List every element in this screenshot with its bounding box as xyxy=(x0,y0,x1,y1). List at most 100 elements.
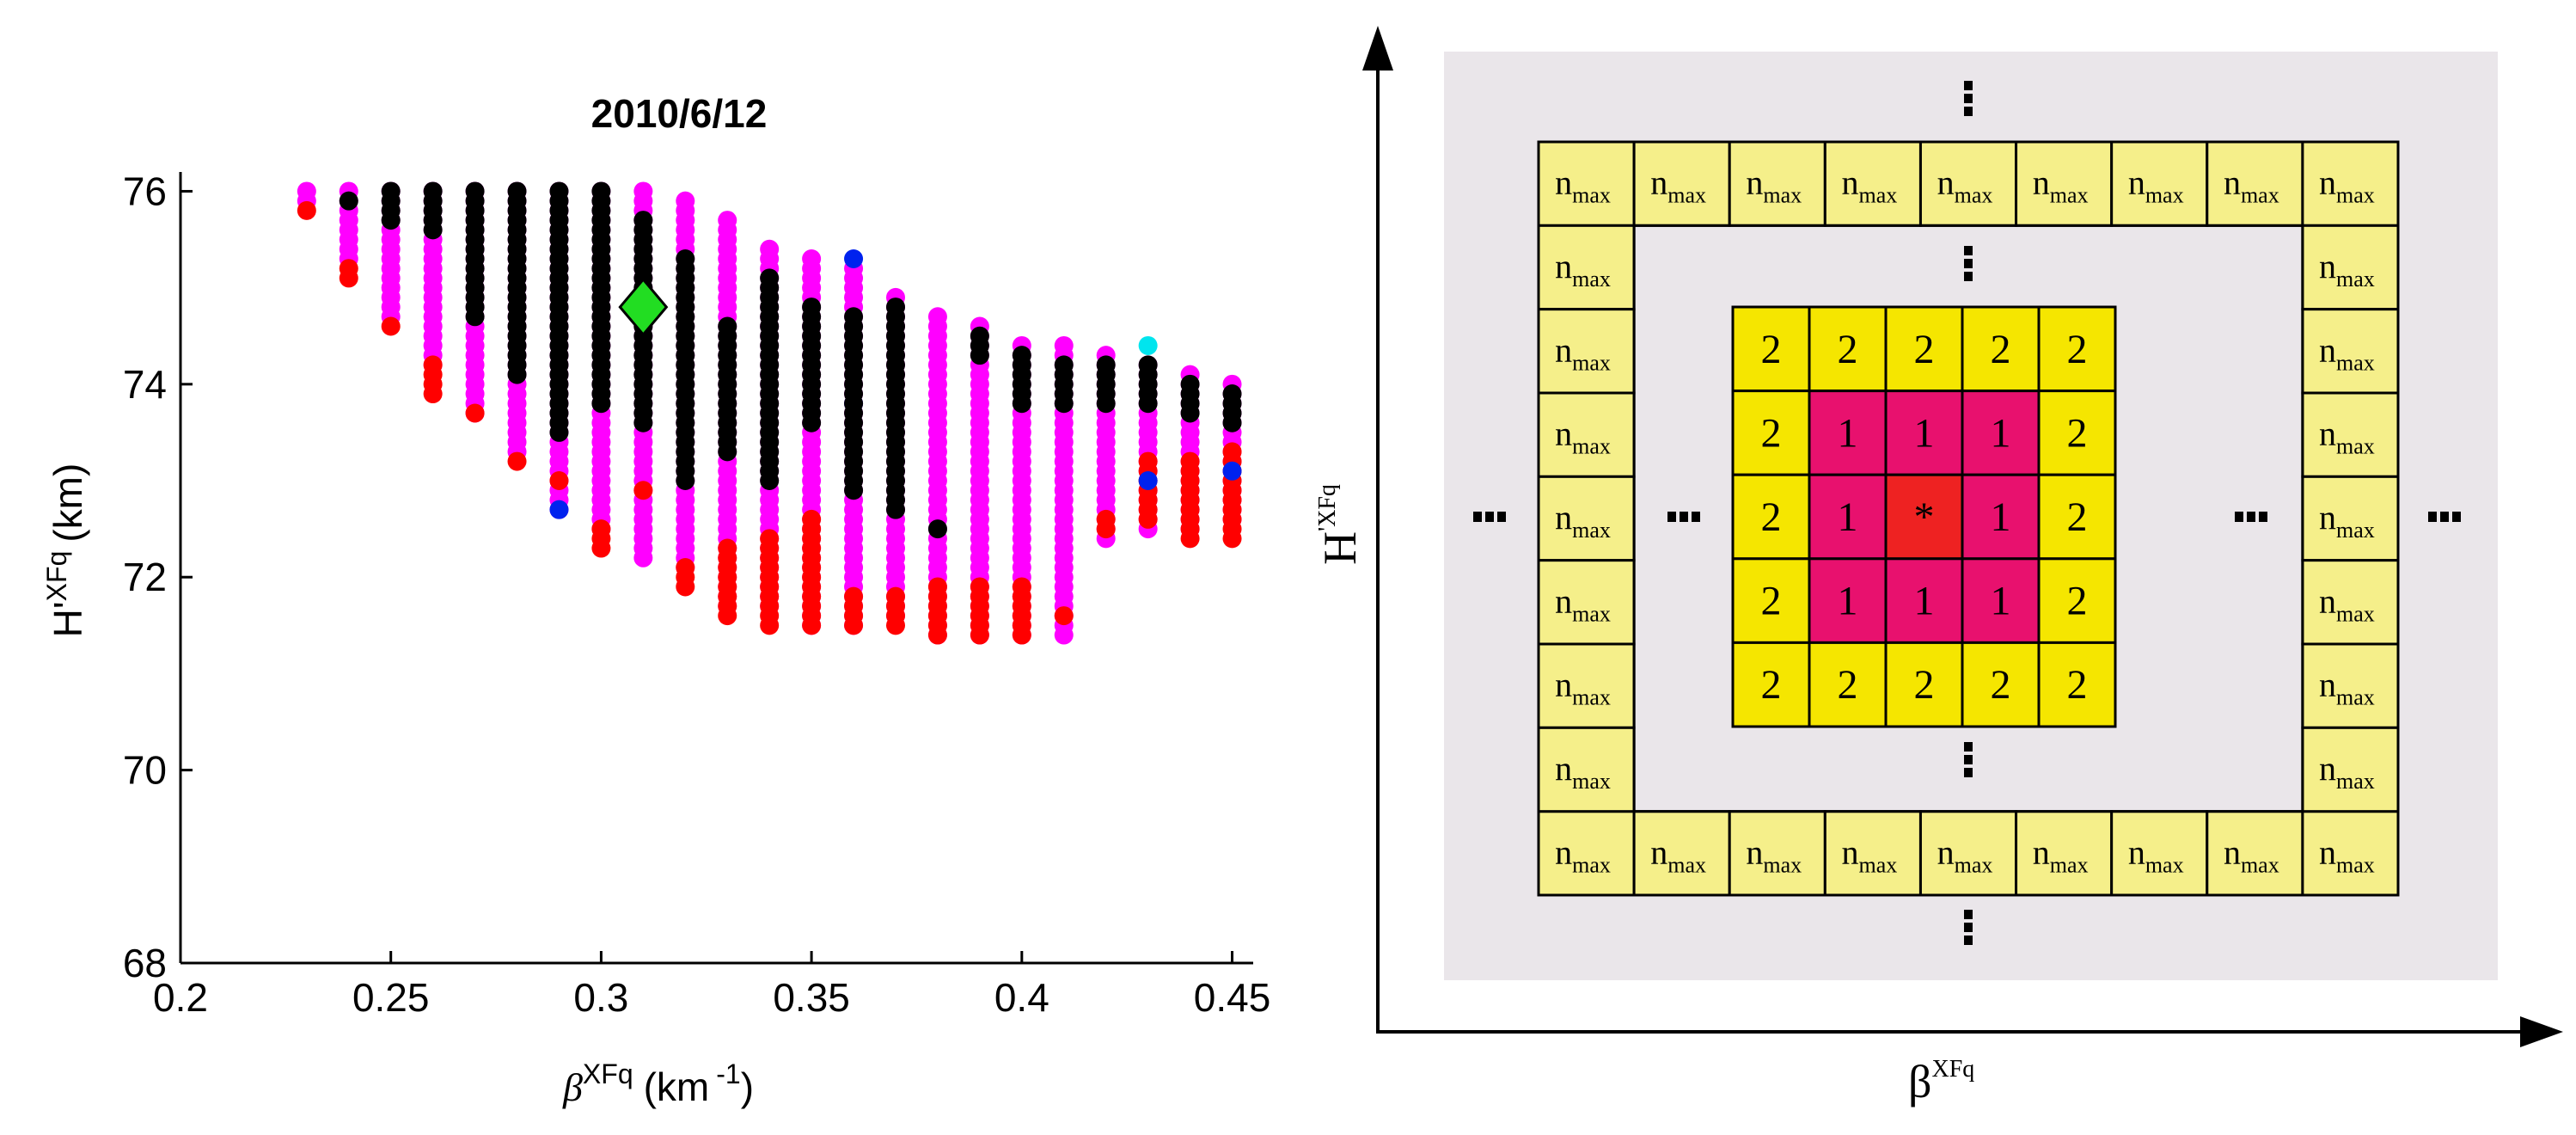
grid-cell-inner-label: 1 xyxy=(1991,410,2011,456)
scatter-chart: 2010/6/12 0.2 0.25 0.3 0.35 0.4 0.45 68 70 72 74 7… xyxy=(41,91,1270,1109)
grid-cell-outer xyxy=(2301,810,2400,897)
ellipsis-vertical-icon xyxy=(1964,910,1973,919)
point-black xyxy=(844,307,864,327)
grid-cell-inner-label: 1 xyxy=(1914,579,1935,624)
grid-cell-middle xyxy=(1808,305,1888,393)
outer-cell-label: nmax xyxy=(1937,832,1993,877)
point-black xyxy=(339,191,358,211)
grid-cell-inner-label: 1 xyxy=(1991,494,2011,540)
ellipsis-vertical-icon xyxy=(1964,742,1973,752)
point-black xyxy=(1096,355,1116,375)
grid-cell-middle xyxy=(1731,305,1811,393)
point-red xyxy=(1012,577,1031,597)
grid-cell-outer xyxy=(1918,810,2018,897)
grid-cell-middle xyxy=(1731,557,1811,644)
point-magenta xyxy=(760,239,780,259)
point-red xyxy=(760,529,780,549)
grid-cell-outer xyxy=(2301,726,2400,813)
point-black xyxy=(927,519,947,539)
x-label-unit: (km xyxy=(644,1064,710,1109)
grid-diagram: nmax nmax nmax nmax nmax nmax nmax nmax nmax nmax… xyxy=(1314,26,2563,1107)
y-tick-label: 70 xyxy=(123,748,167,793)
outer-cell-label: nmax xyxy=(1555,163,1611,208)
point-black xyxy=(1222,384,1242,404)
x-label-close: ) xyxy=(741,1064,754,1109)
ellipsis-vertical-icon xyxy=(1964,81,1973,90)
outer-cell-label: nmax xyxy=(2319,247,2375,291)
grid-cell-outer xyxy=(1537,642,1636,729)
grid-cell-middle-label: 2 xyxy=(1761,662,1782,708)
point-magenta xyxy=(633,181,653,201)
point-black xyxy=(886,298,905,317)
point-magenta xyxy=(676,191,695,211)
y-tick-label: 72 xyxy=(123,555,167,599)
point-red xyxy=(1096,509,1116,529)
diagram-x-label-sup: XFq xyxy=(1931,1056,1974,1083)
point-magenta xyxy=(297,181,316,201)
grid-cell-middle-label: 2 xyxy=(1761,410,1782,456)
outer-cell-label: nmax xyxy=(2319,498,2375,543)
point-red xyxy=(970,577,989,597)
point-black xyxy=(970,326,989,346)
outer-cell-label: nmax xyxy=(1555,749,1611,794)
outer-cell-label: nmax xyxy=(2033,832,2089,877)
point-black xyxy=(633,211,653,230)
point-red xyxy=(423,355,443,375)
ellipsis-horizontal-icon xyxy=(2440,512,2449,522)
y-label-base: H' xyxy=(46,601,90,637)
grid-cell-middle-label: 2 xyxy=(1914,327,1935,372)
outer-cell-label: nmax xyxy=(1842,163,1898,208)
grid-cell-outer xyxy=(2301,475,2400,562)
diagram-y-arrow-icon xyxy=(1362,26,1393,71)
grid-cell-outer xyxy=(1537,475,1636,562)
point-red xyxy=(802,509,822,529)
ellipsis-vertical-icon xyxy=(1964,755,1973,764)
outer-cell-label: nmax xyxy=(1555,414,1611,459)
grid-cells: nmax nmax nmax nmax nmax nmax nmax nmax nmax nmax… xyxy=(1537,140,2400,897)
y-axis-label: H'XFq (km) xyxy=(41,463,90,638)
diagram-y-label-sup: 'XFq xyxy=(1314,484,1341,531)
point-red xyxy=(633,481,653,500)
ellipsis-horizontal-icon xyxy=(1680,512,1688,522)
outer-cell-label: nmax xyxy=(1555,498,1611,543)
x-label-base: β xyxy=(562,1065,583,1109)
outer-cell-label: nmax xyxy=(2319,749,2375,794)
grid-cell-outer xyxy=(2301,224,2400,311)
grid-cell-inner xyxy=(1884,390,1964,476)
outer-cell-label: nmax xyxy=(2128,832,2184,877)
grid-cell-outer xyxy=(1537,726,1636,813)
grid-cell-middle-label: 2 xyxy=(1914,662,1935,708)
ellipsis-vertical-icon xyxy=(1964,923,1973,932)
ellipsis-horizontal-icon xyxy=(2235,512,2243,522)
diagram-y-label-base: H xyxy=(1314,531,1366,565)
outer-cell-label: nmax xyxy=(1650,163,1706,208)
outer-cell-label: nmax xyxy=(2319,330,2375,375)
outer-cell-label: nmax xyxy=(1555,330,1611,375)
outer-cell-label: nmax xyxy=(2319,666,2375,710)
diagram-x-arrow-icon xyxy=(2520,1016,2563,1047)
x-tick-label: 0.2 xyxy=(153,975,208,1020)
grid-cell-inner-label: 1 xyxy=(1838,410,1858,456)
point-magenta xyxy=(927,307,947,327)
point-red xyxy=(676,558,695,577)
grid-ellipses xyxy=(1473,81,2461,945)
ellipsis-vertical-icon xyxy=(1964,272,1973,281)
ellipsis-horizontal-icon xyxy=(1497,512,1506,522)
point-red xyxy=(465,403,485,423)
point-red xyxy=(844,586,864,606)
grid-cell-middle-label: 2 xyxy=(2067,494,2088,540)
grid-cell-outer xyxy=(2110,140,2209,227)
grid-cell-outer xyxy=(1537,140,1636,227)
outer-cell-label: nmax xyxy=(2033,163,2089,208)
x-tick-label: 0.3 xyxy=(573,975,628,1020)
point-blue xyxy=(1138,471,1158,491)
grid-cell-inner xyxy=(1961,473,2041,561)
ellipsis-horizontal-icon xyxy=(2247,512,2255,522)
chart-title: 2010/6/12 xyxy=(591,91,768,136)
point-blue xyxy=(844,248,864,268)
ellipsis-vertical-icon xyxy=(1964,259,1973,268)
grid-cell-outer xyxy=(1918,140,2018,227)
outer-cell-label: nmax xyxy=(1650,832,1706,877)
ellipsis-horizontal-icon xyxy=(1667,512,1676,522)
point-red xyxy=(718,538,737,558)
